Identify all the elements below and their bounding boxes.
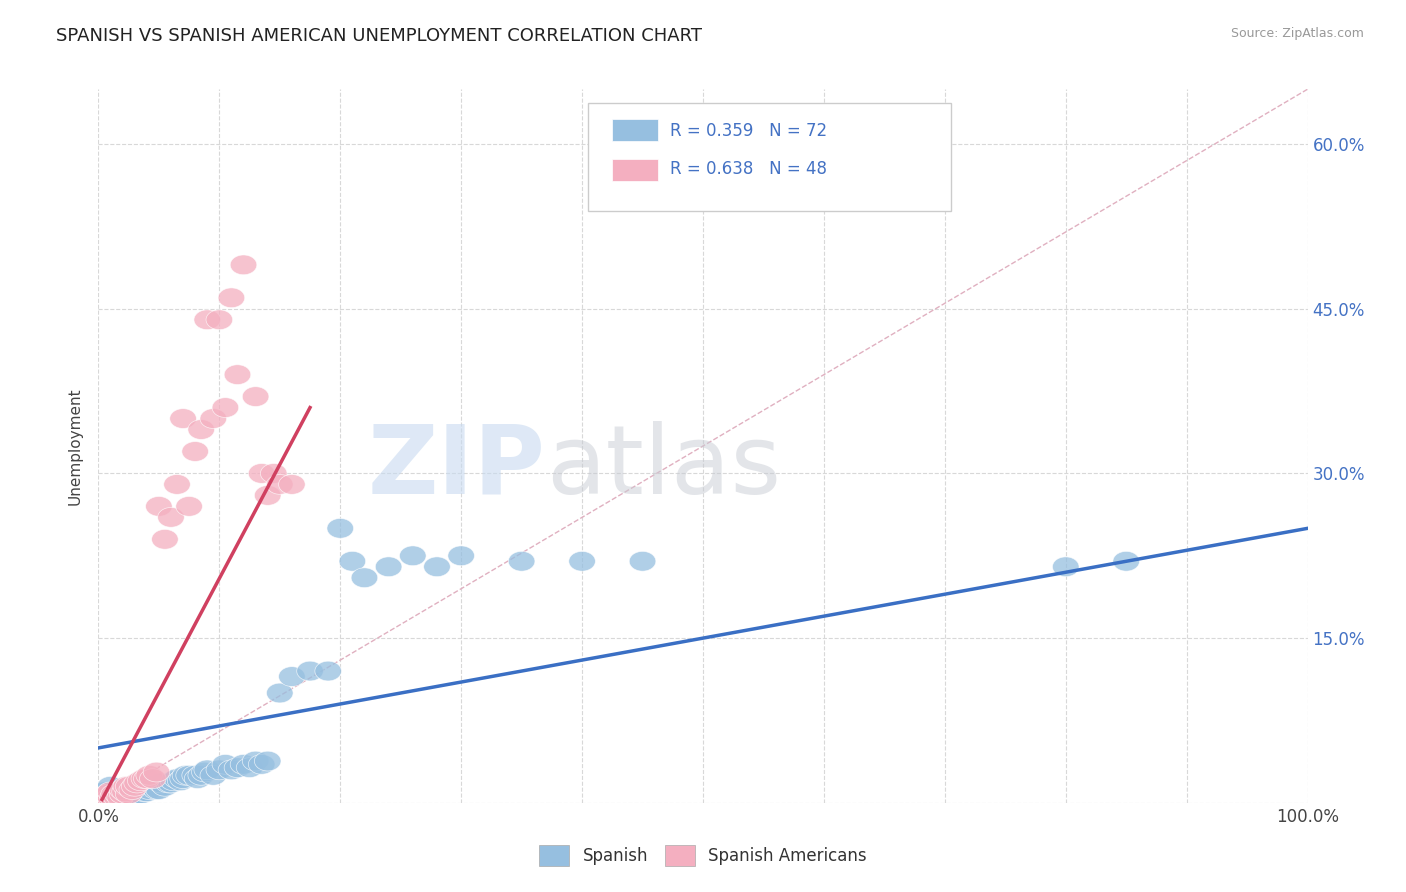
Text: SPANISH VS SPANISH AMERICAN UNEMPLOYMENT CORRELATION CHART: SPANISH VS SPANISH AMERICAN UNEMPLOYMENT…: [56, 27, 702, 45]
Text: ZIP: ZIP: [368, 421, 546, 514]
FancyBboxPatch shape: [613, 120, 658, 141]
Text: atlas: atlas: [546, 421, 780, 514]
Legend: Spanish, Spanish Americans: Spanish, Spanish Americans: [540, 846, 866, 866]
FancyBboxPatch shape: [613, 159, 658, 180]
Y-axis label: Unemployment: Unemployment: [67, 387, 83, 505]
Text: R = 0.638   N = 48: R = 0.638 N = 48: [671, 161, 827, 178]
Text: Source: ZipAtlas.com: Source: ZipAtlas.com: [1230, 27, 1364, 40]
Text: R = 0.359   N = 72: R = 0.359 N = 72: [671, 121, 828, 139]
FancyBboxPatch shape: [588, 103, 950, 211]
